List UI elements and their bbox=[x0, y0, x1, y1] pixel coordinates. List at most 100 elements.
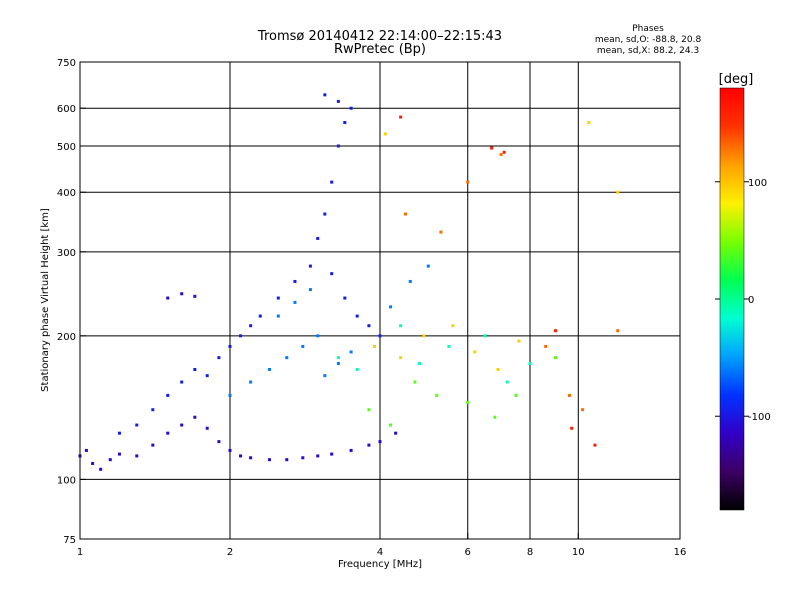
data-point bbox=[151, 408, 155, 412]
data-point bbox=[417, 361, 421, 365]
chart-subtitle: RwPretec (Bp) bbox=[334, 42, 426, 57]
chart-title: Tromsø 20140412 22:14:00–22:15:43 bbox=[257, 29, 502, 44]
data-point bbox=[466, 180, 470, 184]
data-point bbox=[493, 415, 497, 419]
data-point bbox=[544, 344, 548, 348]
y-tick-label: 500 bbox=[57, 142, 76, 153]
data-point bbox=[267, 458, 271, 462]
data-point bbox=[349, 448, 353, 452]
data-point bbox=[490, 146, 494, 150]
data-point bbox=[323, 93, 327, 97]
data-point bbox=[517, 339, 521, 343]
data-point bbox=[316, 334, 320, 338]
data-point bbox=[228, 344, 232, 348]
data-point bbox=[336, 361, 340, 365]
data-point bbox=[403, 212, 407, 216]
data-point bbox=[447, 344, 451, 348]
y-tick-label: 200 bbox=[57, 332, 76, 343]
y-tick-label: 300 bbox=[57, 248, 76, 259]
data-point bbox=[451, 324, 455, 328]
data-point bbox=[367, 408, 371, 412]
data-point bbox=[466, 400, 470, 404]
x-tick-label: 8 bbox=[527, 547, 533, 558]
data-point bbox=[166, 431, 170, 435]
data-point bbox=[151, 443, 155, 447]
data-point bbox=[473, 350, 477, 354]
data-point bbox=[422, 334, 426, 338]
colorbar-tick-label: 0 bbox=[748, 295, 754, 306]
x-axis-ticks: 1 2 4 6 8 10 16 bbox=[77, 533, 687, 558]
data-point bbox=[616, 329, 620, 333]
data-point bbox=[567, 393, 571, 397]
data-point bbox=[285, 458, 289, 462]
data-point bbox=[293, 279, 297, 283]
data-point bbox=[193, 294, 197, 298]
data-point bbox=[330, 180, 334, 184]
data-point bbox=[293, 300, 297, 304]
data-point bbox=[323, 374, 327, 378]
data-point bbox=[499, 152, 503, 156]
data-point bbox=[135, 423, 139, 427]
data-point bbox=[413, 380, 417, 384]
data-point bbox=[316, 454, 320, 458]
data-point bbox=[316, 236, 320, 240]
data-point bbox=[91, 461, 95, 465]
data-point bbox=[166, 393, 170, 397]
data-point bbox=[399, 115, 403, 119]
data-point bbox=[587, 121, 591, 125]
data-point bbox=[249, 456, 253, 460]
data-point bbox=[330, 452, 334, 456]
data-point bbox=[166, 296, 170, 300]
data-point bbox=[228, 448, 232, 452]
data-point bbox=[276, 296, 280, 300]
x-tick-label: 4 bbox=[377, 547, 383, 558]
data-point bbox=[205, 374, 209, 378]
data-point bbox=[553, 329, 557, 333]
data-point bbox=[249, 380, 253, 384]
data-point bbox=[439, 230, 443, 234]
data-point bbox=[367, 324, 371, 328]
data-point bbox=[378, 440, 382, 444]
data-point bbox=[308, 288, 312, 292]
data-point bbox=[330, 272, 334, 276]
data-point bbox=[343, 121, 347, 125]
data-point bbox=[239, 454, 243, 458]
data-point bbox=[117, 431, 121, 435]
data-point bbox=[193, 367, 197, 371]
y-tick-label: 600 bbox=[57, 104, 76, 115]
data-point bbox=[367, 443, 371, 447]
phases-x-stats: mean, sd,X: 88.2, 24.3 bbox=[597, 46, 699, 56]
data-point bbox=[435, 393, 439, 397]
x-tick-label: 6 bbox=[465, 547, 471, 558]
x-tick-label: 1 bbox=[77, 547, 83, 558]
data-point bbox=[84, 448, 88, 452]
grid-lines bbox=[80, 62, 680, 539]
data-point bbox=[267, 367, 271, 371]
data-point bbox=[239, 334, 243, 338]
data-point bbox=[117, 452, 121, 456]
data-point bbox=[355, 367, 359, 371]
x-tick-label: 16 bbox=[674, 547, 687, 558]
data-point bbox=[285, 356, 289, 360]
data-point bbox=[343, 296, 347, 300]
data-point bbox=[336, 144, 340, 148]
data-point bbox=[301, 344, 305, 348]
data-point bbox=[383, 132, 387, 136]
data-point bbox=[399, 356, 403, 360]
data-point bbox=[399, 324, 403, 328]
data-point bbox=[496, 367, 500, 371]
data-point bbox=[180, 292, 184, 296]
data-point bbox=[336, 99, 340, 103]
data-point bbox=[135, 454, 139, 458]
data-point bbox=[205, 426, 209, 430]
data-point bbox=[301, 456, 305, 460]
y-tick-label: 75 bbox=[63, 535, 76, 546]
data-point bbox=[553, 356, 557, 360]
colorbar bbox=[719, 87, 745, 511]
data-point bbox=[355, 314, 359, 318]
y-axis-label: Stationary phase Virtual Height [km] bbox=[40, 208, 51, 392]
data-point bbox=[276, 314, 280, 318]
y-axis-ticks: 75 100 200 300 400 500 600 750 bbox=[57, 58, 86, 546]
colorbar-tick-label: 100 bbox=[748, 178, 767, 189]
